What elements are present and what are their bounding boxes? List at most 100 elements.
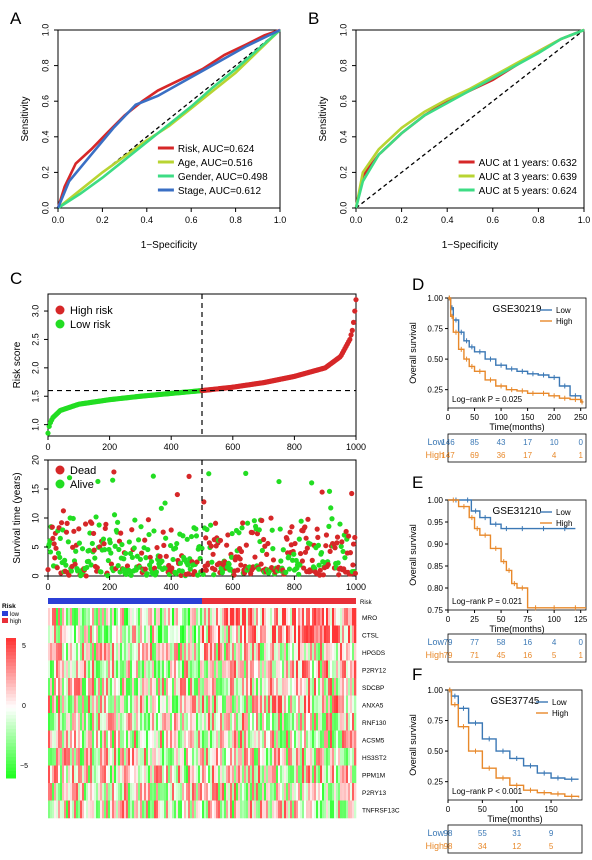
x-tick-label: 50: [478, 805, 487, 814]
heatmap-cell: [130, 748, 133, 766]
panel-label-b: B: [308, 9, 319, 28]
y-tick-label: 0.75: [427, 606, 443, 615]
heatmap-cell: [330, 730, 333, 749]
heatmap-cell: [168, 625, 171, 644]
heatmap-cell: [136, 625, 139, 644]
heatmap-cell: [308, 625, 311, 644]
heatmap-cell: [64, 660, 67, 679]
heatmap-cell: [82, 748, 85, 766]
heatmap-cell: [290, 783, 293, 801]
x-tick-label: 125: [574, 615, 588, 624]
heatmap-cell: [200, 643, 203, 661]
heatmap-cell: [348, 783, 351, 801]
heatmap-cell: [342, 643, 345, 661]
heatmap-cell: [168, 643, 171, 661]
heatmap-cell: [280, 730, 283, 749]
heatmap-cell: [68, 713, 71, 731]
heatmap-cell: [236, 765, 239, 784]
heatmap-cell: [74, 678, 77, 696]
heatmap-cell: [230, 765, 233, 784]
heatmap-cell: [74, 625, 77, 644]
heatmap-cell: [204, 748, 207, 766]
heatmap-cell: [132, 643, 135, 661]
heatmap-cell: [264, 713, 267, 731]
heatmap-cell: [174, 660, 177, 679]
heatmap-cell: [192, 713, 195, 731]
heatmap-cell: [108, 765, 111, 784]
heatmap-cell: [108, 643, 111, 661]
heatmap-cell: [324, 730, 327, 749]
heatmap-cell: [104, 783, 107, 801]
heatmap-cell: [214, 748, 217, 766]
heatmap-cell: [280, 748, 283, 766]
scale-cell: [6, 725, 16, 730]
survival-point: [51, 541, 57, 547]
heatmap-cell: [146, 713, 149, 731]
heatmap-cell: [88, 608, 91, 626]
heatmap-cell: [118, 783, 121, 801]
heatmap-cell: [112, 660, 115, 679]
heatmap-cell: [286, 713, 289, 731]
survival-point: [138, 524, 144, 530]
heatmap-cell: [158, 800, 161, 819]
heatmap-cell: [48, 608, 51, 626]
heatmap-cell: [100, 695, 103, 714]
heatmap-cell: [184, 660, 187, 679]
legend-label: Low risk: [70, 319, 111, 331]
heatmap-cell: [264, 678, 267, 696]
gene-label: PPM1M: [362, 772, 385, 779]
survival-point: [236, 530, 242, 536]
heatmap-cell: [260, 713, 263, 731]
heatmap-cell: [162, 783, 165, 801]
legend-label: Low: [556, 306, 571, 315]
heatmap-cell: [348, 765, 351, 784]
heatmap-cell: [332, 730, 335, 749]
heatmap-cell: [100, 713, 103, 731]
heatmap-cell: [130, 713, 133, 731]
gene-heatmap: RiskMROCTSLHPGDSP2RY12SDCBPANXA5RNF130AC…: [2, 598, 400, 819]
heatmap-cell: [106, 800, 109, 819]
heatmap-cell: [164, 713, 167, 731]
heatmap-cell: [164, 783, 167, 801]
heatmap-cell: [60, 765, 63, 784]
heatmap-cell: [180, 765, 183, 784]
heatmap-cell: [72, 625, 75, 644]
heatmap-cell: [308, 643, 311, 661]
heatmap-cell: [208, 625, 211, 644]
heatmap-cell: [76, 730, 79, 749]
km-curve-0: [448, 499, 576, 530]
heatmap-cell: [246, 625, 249, 644]
heatmap-cell: [230, 643, 233, 661]
heatmap-cell: [284, 765, 287, 784]
heatmap-cell: [320, 678, 323, 696]
heatmap-cell: [150, 783, 153, 801]
heatmap-cell: [50, 660, 53, 679]
heatmap-cell: [126, 625, 129, 644]
heatmap-cell: [226, 695, 229, 714]
survival-point: [286, 553, 292, 559]
heatmap-cell: [124, 660, 127, 679]
heatmap-cell: [210, 660, 213, 679]
heatmap-cell: [152, 748, 155, 766]
heatmap-cell: [278, 713, 281, 731]
y-tick-label: 15: [30, 484, 40, 494]
heatmap-cell: [254, 765, 257, 784]
heatmap-cell: [272, 643, 275, 661]
heatmap-cell: [242, 748, 245, 766]
heatmap-cell: [100, 783, 103, 801]
heatmap-cell: [312, 660, 315, 679]
gene-label: RNF130: [362, 720, 387, 727]
survival-point: [204, 526, 210, 533]
heatmap-cell: [106, 748, 109, 766]
heatmap-cell: [156, 730, 159, 749]
survival-point: [185, 562, 191, 568]
heatmap-cell: [254, 643, 257, 661]
survival-point: [327, 548, 333, 554]
heatmap-cell: [234, 800, 237, 819]
heatmap-cell: [260, 783, 263, 801]
heatmap-cell: [158, 608, 161, 626]
heatmap-cell: [294, 748, 297, 766]
survival-point: [167, 542, 174, 549]
heatmap-cell: [158, 660, 161, 679]
